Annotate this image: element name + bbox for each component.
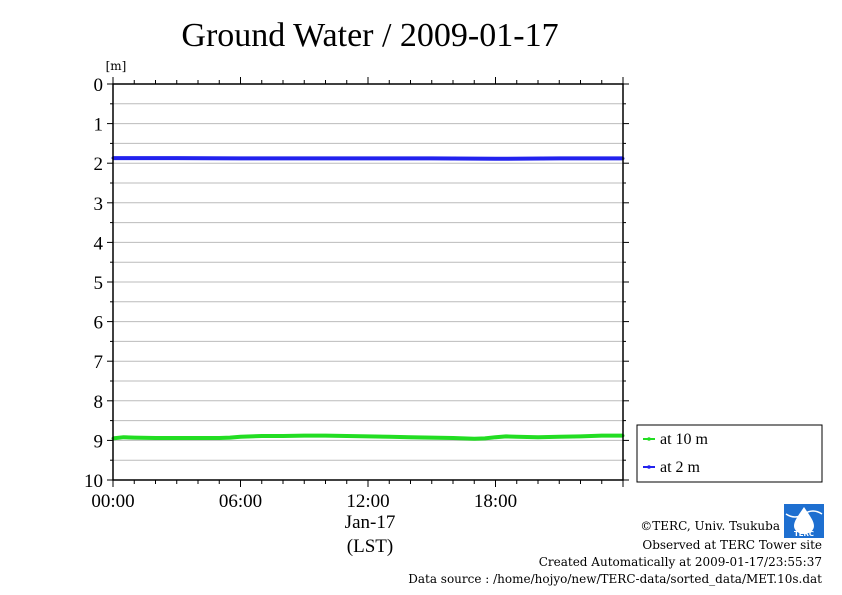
data-point — [196, 436, 200, 440]
y-tick-label: 1 — [94, 115, 104, 136]
plot-frame — [112, 83, 624, 481]
y-tick-label: 4 — [94, 233, 104, 254]
data-point — [536, 435, 540, 439]
data-point — [430, 156, 434, 160]
data-point — [430, 436, 434, 440]
y-axis-ticks: 0 1 2 3 4 5 6 7 8 9 10 — [84, 75, 629, 492]
data-point — [557, 435, 561, 439]
data-point — [462, 436, 466, 440]
created-text: Created Automatically at 2009-01-17/23:5… — [539, 555, 822, 569]
x-tick-label: 06:00 — [219, 491, 262, 512]
data-point — [345, 434, 349, 438]
data-series — [111, 156, 625, 441]
data-point — [494, 435, 497, 439]
data-point — [579, 434, 582, 438]
x-axis-ticks: 00:00 06:00 12:00 18:00 — [91, 77, 624, 512]
data-point — [154, 436, 157, 440]
legend: at 10 m at 2 m — [636, 424, 823, 483]
data-point — [302, 156, 306, 160]
legend-label: at 2 m — [660, 459, 701, 476]
data-point — [281, 434, 285, 438]
legend-marker — [647, 437, 651, 441]
logo-text: TERC — [794, 530, 814, 538]
y-tick-label: 8 — [94, 392, 104, 413]
x-unit-label: (LST) — [347, 536, 393, 557]
data-point — [409, 435, 412, 439]
source-text: Data source : /home/hojyo/new/TERC-data/… — [408, 572, 822, 586]
data-point — [600, 434, 604, 438]
wave-icon — [785, 510, 823, 518]
data-point — [324, 434, 327, 438]
data-point — [515, 435, 519, 439]
data-point — [122, 435, 126, 439]
data-point — [472, 437, 476, 441]
y-tick-label: 2 — [94, 154, 104, 175]
gridlines — [113, 103, 623, 461]
data-point — [504, 434, 508, 438]
site-text: Observed at TERC Tower site — [642, 538, 822, 552]
copyright-text: ©TERC, Univ. Tsukuba — [640, 519, 780, 533]
y-tick-label: 0 — [94, 75, 104, 96]
legend-box — [636, 424, 823, 483]
data-point — [175, 156, 179, 160]
data-point — [302, 434, 306, 438]
data-point — [260, 434, 264, 438]
chart-title: Ground Water / 2009-01-17 — [181, 17, 558, 54]
data-point — [387, 435, 391, 439]
data-point — [228, 436, 232, 440]
data-point — [217, 436, 221, 440]
series-line-at-10m — [112, 433, 623, 441]
water-drop-icon — [794, 507, 814, 534]
data-point — [239, 156, 242, 160]
x-date-label: Jan-17 — [345, 512, 396, 533]
y-tick-label: 10 — [84, 471, 103, 492]
x-tick-label: 18:00 — [474, 491, 517, 512]
x-tick-label: 00:00 — [91, 491, 134, 512]
data-point — [239, 435, 242, 439]
data-point — [483, 436, 487, 440]
x-tick-label: 12:00 — [346, 491, 389, 512]
data-point — [366, 434, 370, 438]
data-point — [132, 436, 136, 440]
y-tick-label: 5 — [94, 273, 104, 294]
legend-marker — [647, 465, 651, 469]
data-point — [494, 157, 497, 161]
data-point — [366, 156, 370, 160]
legend-label: at 10 m — [660, 431, 709, 448]
data-point — [175, 436, 179, 440]
y-tick-label: 9 — [94, 431, 104, 452]
y-tick-label: 7 — [94, 352, 104, 373]
terc-logo: TERC — [784, 504, 824, 538]
y-axis-label: [m] — [106, 59, 127, 73]
y-tick-label: 6 — [94, 313, 104, 334]
data-point — [451, 436, 455, 440]
data-point — [557, 156, 561, 160]
y-tick-label: 3 — [94, 194, 104, 215]
